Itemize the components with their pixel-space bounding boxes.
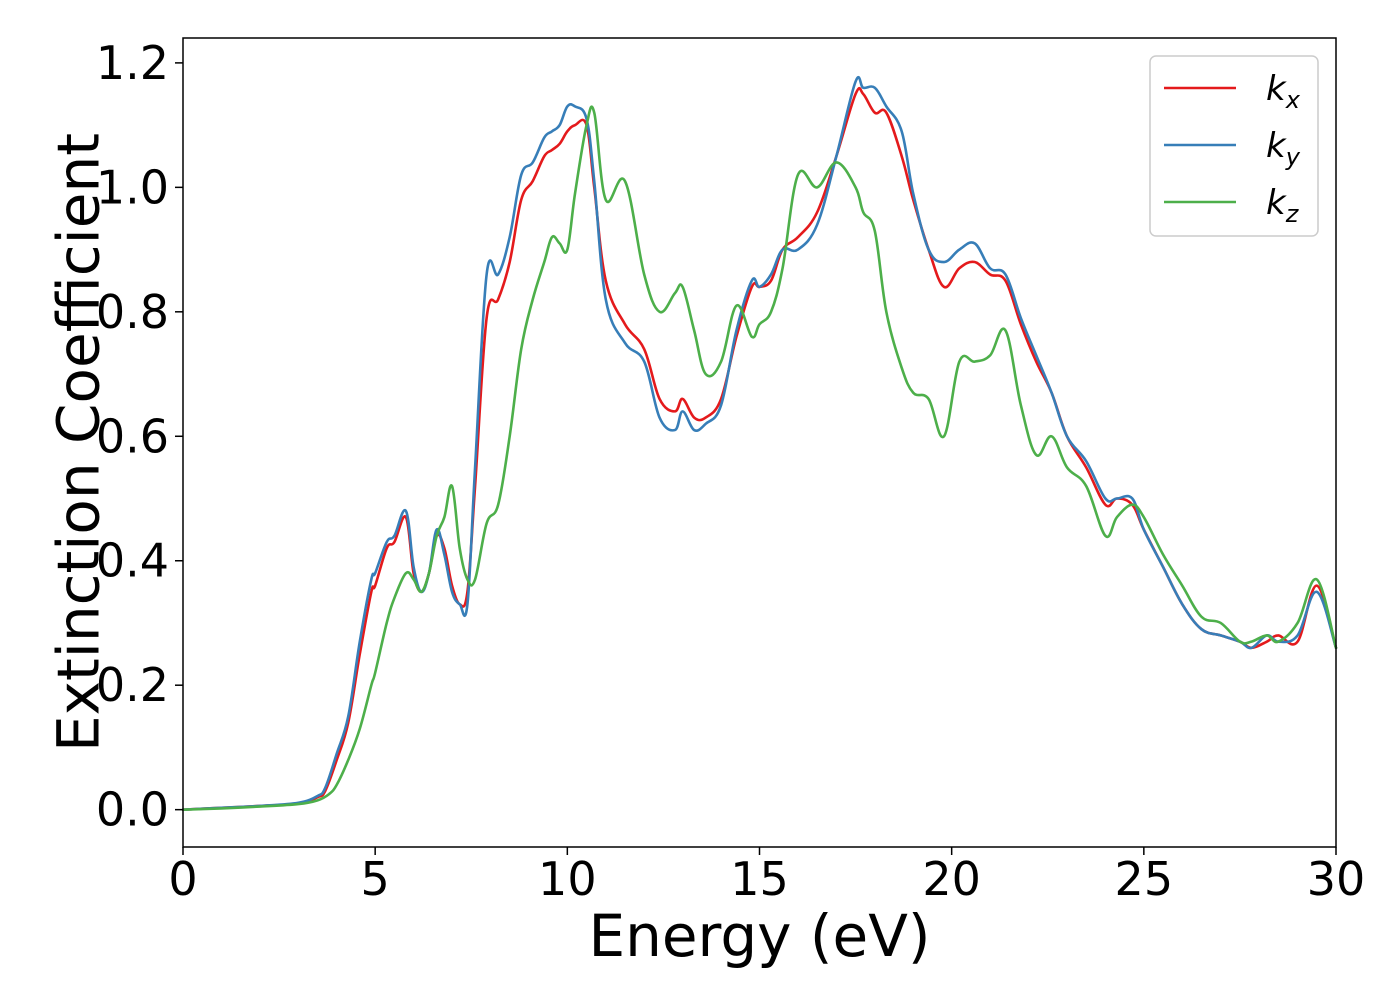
x-tick-label: 30 (1307, 852, 1366, 906)
series-layer (181, 75, 1338, 811)
y-tick-label: 0.6 (96, 409, 169, 463)
y-tick-label: 1.0 (96, 160, 169, 214)
legend-label-kx: kx (1266, 69, 1301, 114)
y-tick-label: 0.2 (96, 658, 169, 712)
series-line-kz (181, 105, 1338, 811)
x-tick-label: 20 (922, 852, 981, 906)
x-axis: 0 5 10 15 20 25 30 (168, 847, 1365, 906)
y-tick-label: 0.0 (96, 783, 169, 837)
x-tick-label: 5 (361, 852, 390, 906)
y-axis-label: Extinction Coefficient (44, 133, 112, 752)
x-axis-label: Energy (eV) (588, 902, 930, 970)
x-tick-label: 15 (730, 852, 789, 906)
legend: kx ky kz (1149, 55, 1319, 237)
x-tick-label: 10 (538, 852, 597, 906)
y-tick-label: 0.4 (96, 534, 169, 588)
legend-label-ky: ky (1266, 126, 1301, 171)
series-line-ky (181, 75, 1338, 811)
legend-label-kz: kz (1266, 183, 1300, 228)
y-axis: 0.0 0.2 0.4 0.6 0.8 1.0 1.2 (96, 36, 183, 837)
x-tick-label: 0 (168, 852, 197, 906)
y-tick-label: 1.2 (96, 36, 169, 90)
y-tick-label: 0.8 (96, 285, 169, 339)
x-tick-label: 25 (1115, 852, 1174, 906)
